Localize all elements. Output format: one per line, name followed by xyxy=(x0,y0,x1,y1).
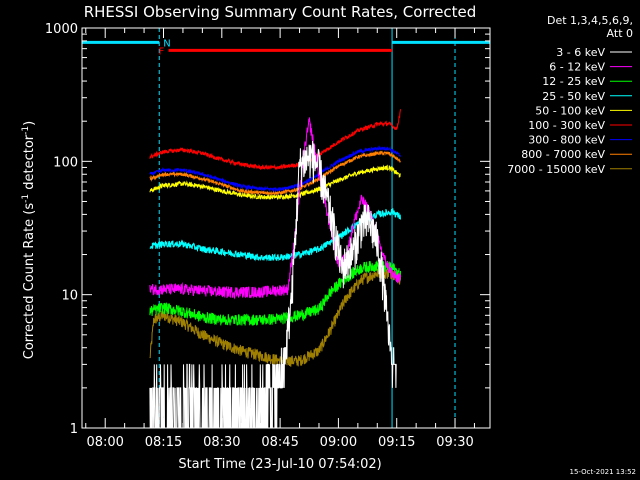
series-line xyxy=(149,117,401,300)
x-tick-label: 08:15 xyxy=(145,435,182,450)
legend-label: 3 - 6 keV xyxy=(556,46,605,59)
night-label: N xyxy=(163,38,170,49)
series-line xyxy=(149,268,401,367)
y-tick-label: 100 xyxy=(53,155,78,170)
legend-label: 7000 - 15000 keV xyxy=(507,163,605,176)
series-line xyxy=(149,145,401,193)
chart-title: RHESSI Observing Summary Count Rates, Co… xyxy=(84,3,477,21)
series-line xyxy=(149,208,401,262)
y-axis: 1 10 100 1000 xyxy=(45,22,490,437)
y-label-main: Corrected Count Rate (s xyxy=(22,203,37,360)
orbit-markers: NF xyxy=(81,28,490,428)
flare-label: F xyxy=(159,46,165,57)
y-label-sup1: -1 xyxy=(21,194,31,203)
plot-frame xyxy=(81,27,491,429)
legend-label: 6 - 12 keV xyxy=(549,61,605,74)
legend: Det 1,3,4,5,6,9, Att 0 3 - 6 keV 6 - 12 k… xyxy=(507,14,633,176)
legend-label: 800 - 7000 keV xyxy=(521,148,605,161)
legend-header-line1: Det 1,3,4,5,6,9, xyxy=(547,14,633,27)
series-line xyxy=(149,150,401,197)
footer-timestamp: 15-Oct-2021 13:52 xyxy=(570,468,636,476)
y-label-mid: detector xyxy=(22,134,37,194)
y-tick-label: 1 xyxy=(70,422,78,437)
x-tick-label: 08:00 xyxy=(86,435,123,450)
legend-label: 25 - 50 keV xyxy=(542,90,605,103)
y-axis-label: Corrected Count Rate (s-1 detector-1) xyxy=(21,121,37,359)
x-tick-label: 09:30 xyxy=(436,435,473,450)
series-line xyxy=(149,164,401,201)
x-axis-label: Start Time (23-Jul-10 07:54:02) xyxy=(178,457,381,472)
x-axis: 08:00 08:15 08:30 08:45 09:00 09:15 09:30 xyxy=(85,28,475,450)
x-tick-label: 09:00 xyxy=(320,435,357,450)
series-line xyxy=(149,260,401,326)
series-layer xyxy=(149,109,401,429)
legend-label: 50 - 100 keV xyxy=(535,104,605,117)
y-tick-label: 1000 xyxy=(45,22,78,37)
legend-label: 300 - 800 keV xyxy=(528,134,605,147)
y-label-end: ) xyxy=(22,121,37,126)
legend-label: 100 - 300 keV xyxy=(528,119,605,132)
x-tick-label: 08:30 xyxy=(203,435,240,450)
x-tick-label: 08:45 xyxy=(261,435,298,450)
series-line xyxy=(149,109,401,171)
legend-header-line2: Att 0 xyxy=(607,27,633,40)
series-line xyxy=(149,140,397,429)
y-label-sup2: -1 xyxy=(21,126,31,135)
y-tick-label: 10 xyxy=(61,289,78,304)
legend-label: 12 - 25 keV xyxy=(542,75,605,88)
x-tick-label: 09:15 xyxy=(378,435,415,450)
